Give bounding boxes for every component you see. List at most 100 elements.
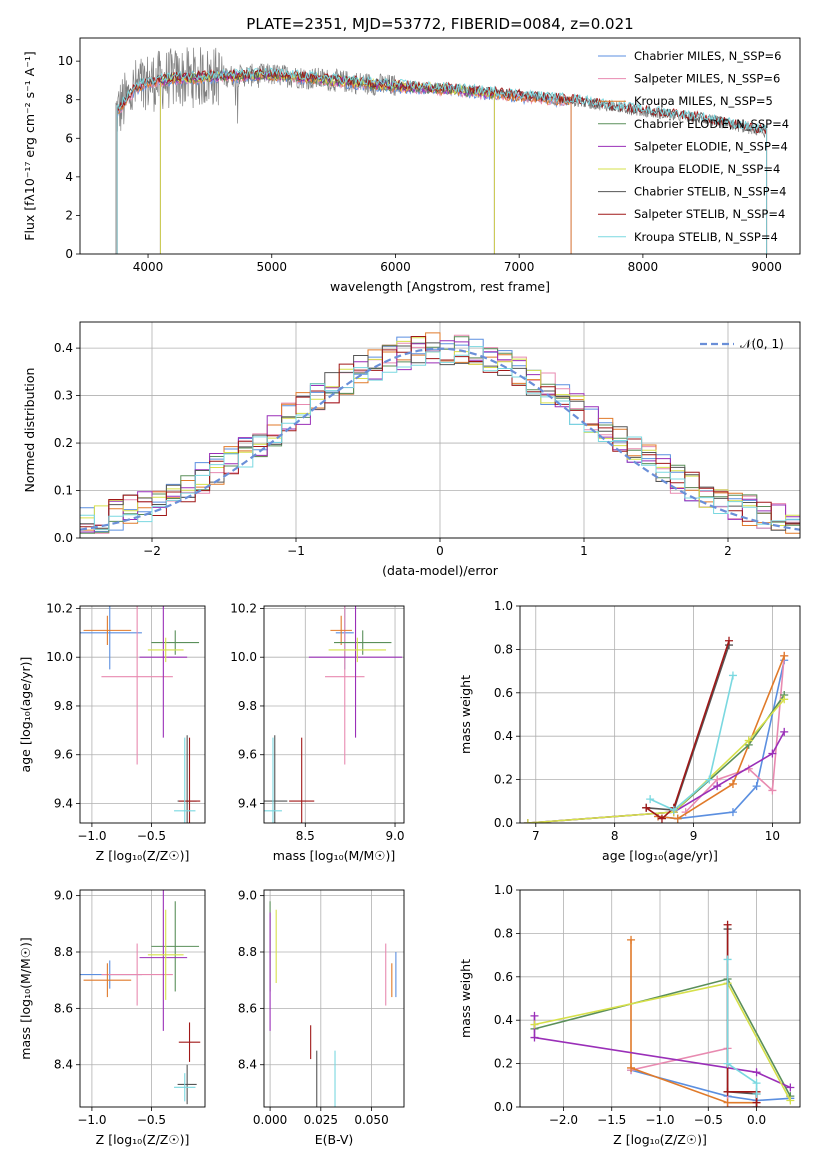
weight-marker-kroupa-elodie-0: [523, 819, 532, 823]
y-tick-label-0: 0.0: [54, 531, 73, 545]
weight-line-kroupa-elodie: [527, 698, 785, 823]
weight-line-chabrier-miles: [630, 1069, 791, 1102]
plot-area: [80, 890, 201, 1105]
y-tick-label-2: 0.2: [54, 436, 73, 450]
legend-label-7: Salpeter STELIB, N_SSP=4: [634, 207, 785, 221]
errorbar-chabrier-stelib: [264, 735, 288, 823]
legend-label-5: Kroupa ELODIE, N_SSP=4: [634, 162, 780, 176]
axes-frame: [263, 889, 405, 1108]
y-tick-label-2: 9.8: [54, 699, 73, 713]
weight-marker-chabrier-miles-2: [728, 808, 737, 817]
y-tick-label-3: 9.0: [238, 889, 257, 903]
weight-marker-kroupa-miles-2: [723, 1098, 732, 1107]
weight-marker-kroupa-stelib-1: [669, 805, 678, 814]
plot-area: [264, 606, 403, 823]
model-spectrum-kroupa-elodie: [159, 68, 495, 254]
normal-curve: [80, 347, 800, 531]
weight-marker-kroupa-miles-1: [673, 814, 682, 823]
x-tick-label-1: 5000: [256, 260, 287, 274]
y-tick-label-0: 0: [65, 247, 73, 261]
x-tick-label-3: 10: [765, 829, 780, 843]
y-tick-label-1: 9.6: [54, 748, 73, 762]
panel-mass-vs-Z: −1.0 −0.5 8.4 8.6 8.8 9.0 Z [log₁₀(Z/Z☉)] mass …: [18, 889, 206, 1147]
weight-line-salpeter-stelib: [726, 924, 758, 1103]
panel-mass-vs-ebv: 0.000 0.025 0.050 8.4 8.6 8.8 9.0 E(B-V): [238, 889, 405, 1147]
axes-frame: [263, 605, 405, 824]
legend-label-normal: 𝒩(0, 1): [740, 337, 784, 351]
x-tick-label-2: 0.050: [354, 1113, 388, 1127]
plot-area: [80, 606, 201, 823]
x-tick-label-1: 9.0: [385, 829, 404, 843]
model-spectrum-salpeter-stelib: [116, 67, 768, 254]
y-tick-label-2: 4: [65, 170, 73, 184]
errorbar-kroupa-elodie: [147, 909, 184, 1000]
x-tick-label-1: −1.5: [597, 1113, 626, 1127]
panel-spectrum: 4000 5000 6000 7000 8000 9000 0 2 4 6 8 10 wavelengt…: [22, 37, 801, 294]
x-axis-label: E(B-V): [315, 1132, 354, 1147]
axes-frame: [79, 321, 801, 539]
x-axis-label: Z [log₁₀(Z/Z☉)]: [96, 1132, 190, 1147]
legend-label-4: Salpeter ELODIE, N_SSP=4: [634, 139, 788, 153]
weight-marker-salpeter-elodie-3: [768, 749, 777, 758]
y-tick-label-3: 0.6: [494, 686, 513, 700]
x-tick-label-0: −2: [143, 544, 161, 558]
model-spectrum-salpeter-miles: [116, 71, 572, 254]
x-tick-label-1: 8: [611, 829, 619, 843]
errorbar-salpeter-elodie: [308, 606, 403, 738]
x-tick-label-4: 0.0: [747, 1113, 766, 1127]
y-tick-label-2: 9.8: [238, 699, 257, 713]
errorbar-salpeter-miles: [101, 606, 173, 765]
errorbar-kroupa-miles: [83, 615, 132, 646]
errorbar-chabrier-elodie: [334, 630, 392, 655]
y-tick-label-2: 8.8: [54, 945, 73, 959]
errorbar-kroupa-stelib: [264, 737, 282, 823]
x-tick-label-1: −0.5: [137, 829, 166, 843]
y-axis-label: Flux [fλ10⁻¹⁷ erg cm⁻² s⁻¹ A⁻¹]: [22, 51, 37, 240]
weight-marker-salpeter-stelib-3: [725, 636, 734, 645]
axes-frame: [79, 605, 206, 824]
panel-weight-vs-Z: −2.0 −1.5 −1.0 −0.5 0.0 0.0 0.2 0.4 0.6 0.8 1.0 Z […: [458, 883, 801, 1147]
x-axis-label: wavelength [Angstrom, rest frame]: [330, 279, 550, 294]
legend-label-3: Chabrier ELODIE, N_SSP=4: [634, 117, 789, 131]
x-tick-label-0: 8.5: [296, 829, 315, 843]
weight-marker-kroupa-miles-3: [780, 651, 789, 660]
y-axis-label: mass weight: [458, 959, 473, 1038]
y-tick-label-0: 9.4: [54, 796, 73, 810]
weight-marker-kroupa-stelib-3: [752, 1089, 761, 1098]
weight-line-salpeter-stelib: [645, 640, 730, 820]
plot-area: [269, 901, 397, 1107]
errorbar-salpeter-elodie: [139, 890, 188, 1031]
y-tick-label-1: 9.6: [238, 748, 257, 762]
figure-title: PLATE=2351, MJD=53772, FIBERID=0084, z=0…: [246, 15, 633, 33]
legend-label-6: Chabrier STELIB, N_SSP=4: [634, 185, 786, 199]
y-tick-label-5: 10: [58, 54, 73, 68]
plot-area: [80, 332, 800, 534]
model-spectrum-kroupa-stelib: [116, 67, 768, 254]
x-tick-label-3: −0.5: [694, 1113, 723, 1127]
axes-frame: [79, 37, 801, 255]
x-tick-label-0: 7: [532, 829, 540, 843]
weight-marker-salpeter-stelib-1: [723, 1087, 732, 1096]
panel-age-vs-mass: 8.5 9.0 9.4 9.6 9.8 10.0 10.2 mass [log₁₀(M/M☉)…: [230, 601, 405, 863]
y-tick-label-1: 8.6: [54, 1001, 73, 1015]
y-tick-label-3: 9.0: [54, 889, 73, 903]
errorbar-salpeter-miles: [101, 943, 173, 1006]
errorbar-kroupa-miles: [83, 963, 132, 998]
y-tick-label-5: 1.0: [494, 599, 513, 613]
y-tick-label-2: 0.4: [494, 729, 513, 743]
x-tick-label-1: −0.5: [137, 1113, 166, 1127]
weight-marker-salpeter-elodie-2: [752, 1068, 761, 1077]
errorbar-chabrier-miles: [80, 606, 142, 670]
y-tick-label-1: 0.2: [494, 773, 513, 787]
axes-frame: [519, 889, 801, 1108]
weight-line-kroupa-elodie: [534, 982, 792, 1101]
errorbar-chabrier-elodie: [151, 630, 200, 655]
x-tick-label-0: −2.0: [549, 1113, 578, 1127]
weight-marker-salpeter-elodie-1: [530, 1033, 539, 1042]
x-tick-label-2: 0: [436, 544, 444, 558]
y-tick-label-4: 0.4: [54, 341, 73, 355]
errorbar-kroupa-elodie: [147, 637, 184, 663]
legend-label-8: Kroupa STELIB, N_SSP=4: [634, 230, 778, 244]
x-tick-label-4: 2: [724, 544, 732, 558]
weight-marker-kroupa-stelib-2: [705, 775, 714, 784]
